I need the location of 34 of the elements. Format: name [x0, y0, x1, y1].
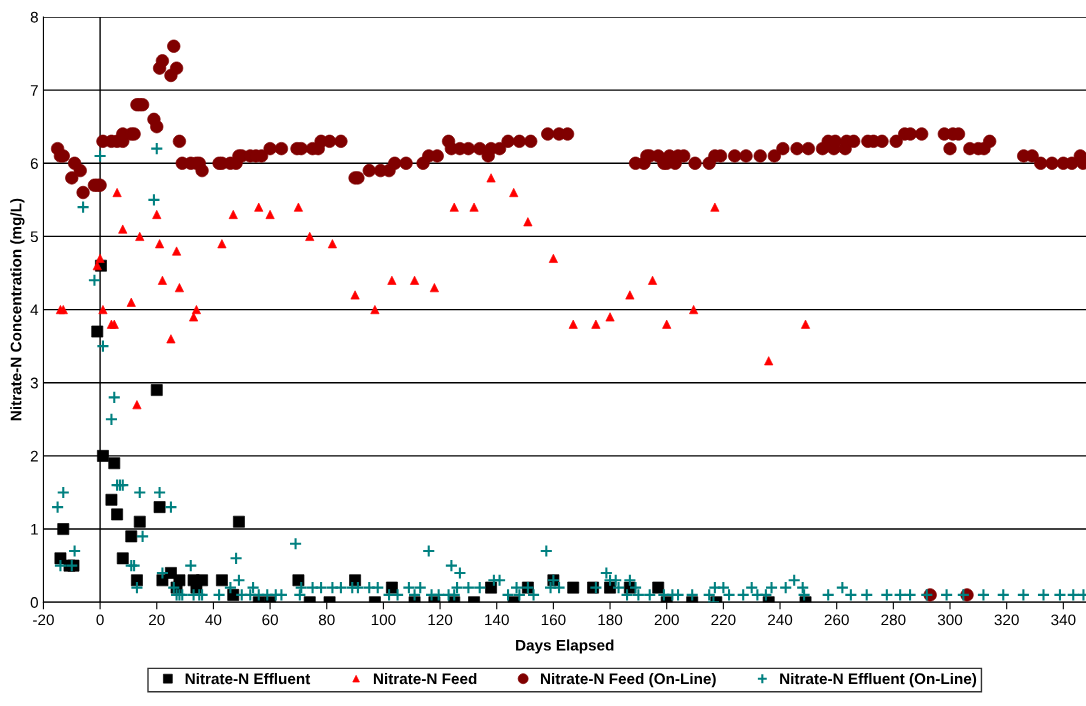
y-tick-label: 3 [30, 377, 38, 389]
y-tick-label: 5 [30, 231, 38, 243]
legend-label: Nitrate-N Effluent [185, 672, 311, 685]
x-tick-label: 200 [654, 614, 679, 626]
x-tick-label: 240 [768, 614, 793, 626]
legend-label: Nitrate-N Feed [373, 672, 477, 685]
y-tick-label: 6 [30, 158, 38, 169]
y-tick-label: 8 [30, 11, 38, 23]
y-axis-title: Nitrate-N Concentration (mg/L) [10, 198, 25, 421]
x-tick-label: -20 [33, 614, 54, 626]
x-tick-label: 80 [318, 614, 335, 626]
y-tick-label: 0 [30, 597, 38, 608]
x-tick-label: 220 [711, 614, 736, 626]
x-tick-label: 0 [96, 614, 104, 626]
x-tick-label: 340 [1051, 614, 1076, 626]
x-tick-label: 60 [262, 614, 278, 626]
y-tick-label: 4 [30, 304, 39, 316]
x-tick-label: 300 [937, 614, 963, 626]
legend-label: Nitrate-N Feed (On-Line) [540, 672, 716, 688]
x-tick-label: 160 [541, 614, 566, 626]
x-tick-label: 40 [205, 614, 222, 626]
x-tick-label: 320 [994, 614, 1019, 626]
x-tick-label: 120 [428, 614, 453, 626]
y-tick-label: 2 [30, 450, 38, 462]
x-tick-label: 180 [598, 614, 623, 626]
x-axis-title: Days Elapsed [516, 639, 614, 654]
x-tick-label: 20 [149, 614, 165, 626]
legend-label: Nitrate-N Effluent (On-Line) [780, 672, 977, 688]
x-tick-label: 100 [371, 614, 396, 626]
y-tick-label: 1 [31, 524, 38, 535]
x-tick-label: 260 [824, 614, 849, 626]
x-tick-label: 140 [485, 614, 509, 626]
y-tick-label: 7 [30, 85, 38, 96]
x-tick-label: 280 [881, 614, 906, 626]
